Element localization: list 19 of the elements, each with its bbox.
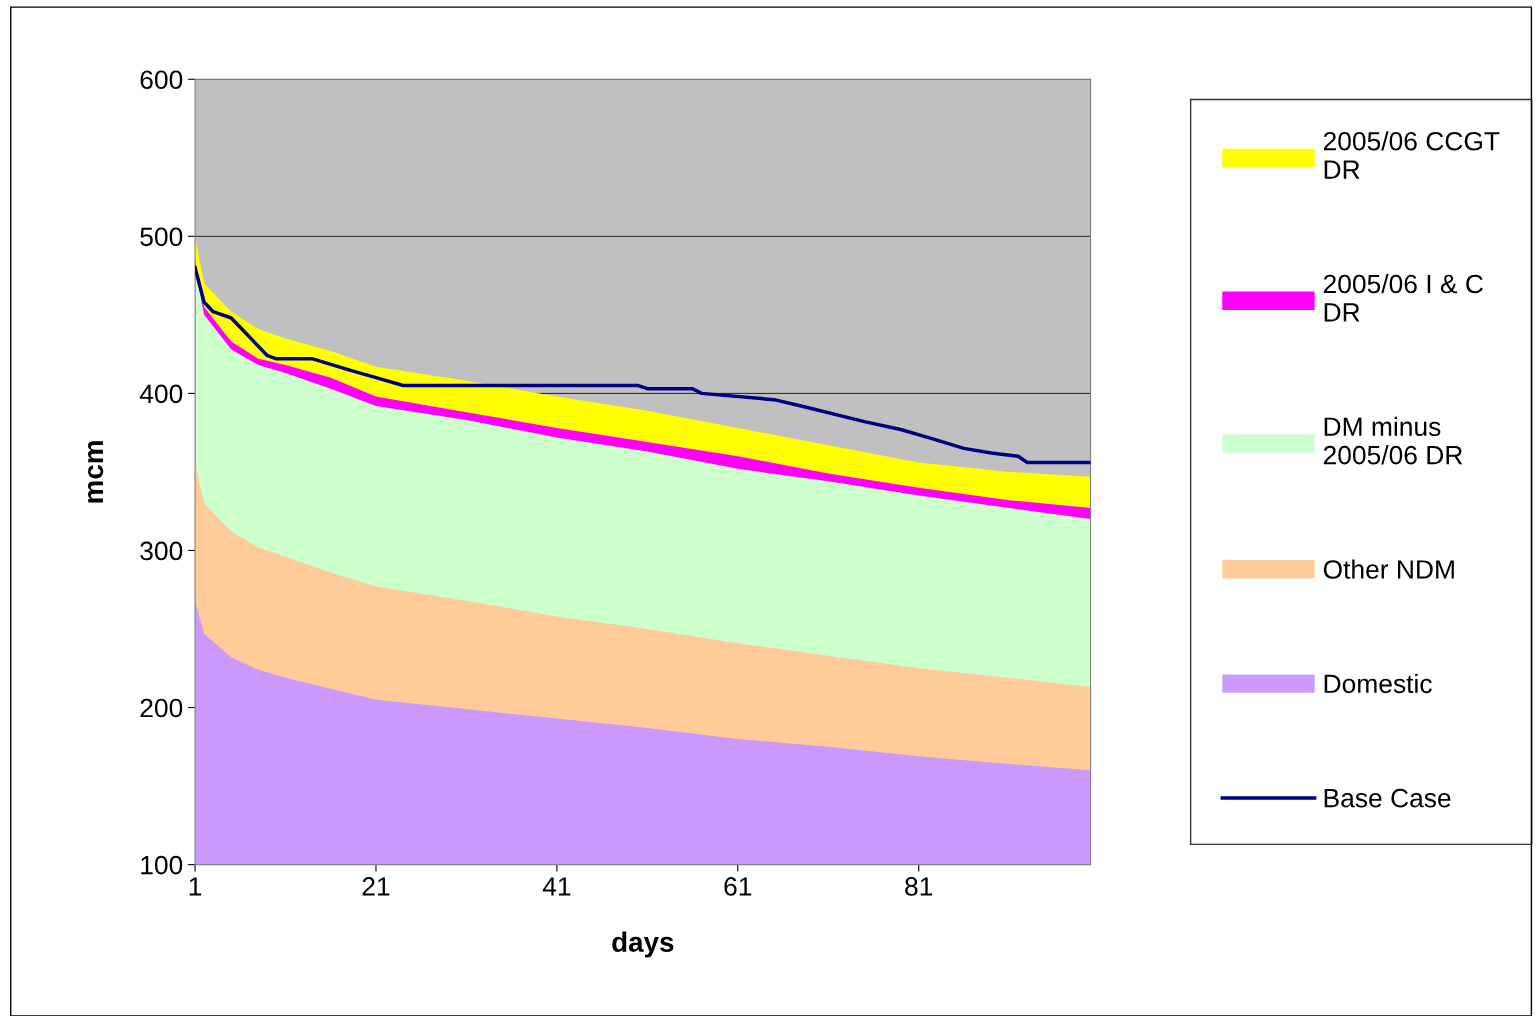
legend-label: 2005/06 CCGT DR xyxy=(1323,131,1500,179)
y-axis-title: mcm xyxy=(87,441,104,503)
legend-label: DM minus 2005/06 DR xyxy=(1323,416,1463,465)
legend-label: Domestic xyxy=(1324,673,1432,694)
legend-label: Base Case xyxy=(1324,788,1451,808)
x-tick-label: 41 xyxy=(542,877,571,896)
x-axis-title: days xyxy=(612,931,674,958)
x-tick-label: 81 xyxy=(905,877,933,896)
x-tick-label: 21 xyxy=(362,877,390,896)
y-tick-label: 200 xyxy=(140,698,183,718)
y-tick-label: 300 xyxy=(140,541,183,561)
y-tick-label: 600 xyxy=(140,70,183,90)
x-tick-label: 1 xyxy=(189,877,202,896)
legend-label: 2005/06 I & C DR xyxy=(1323,273,1483,322)
legend-label: Other NDM xyxy=(1323,559,1454,579)
y-tick-label: 100 xyxy=(141,855,183,875)
y-tick-label: 400 xyxy=(139,384,183,404)
x-tick-label: 61 xyxy=(724,877,752,896)
y-tick-label: 500 xyxy=(140,227,183,247)
